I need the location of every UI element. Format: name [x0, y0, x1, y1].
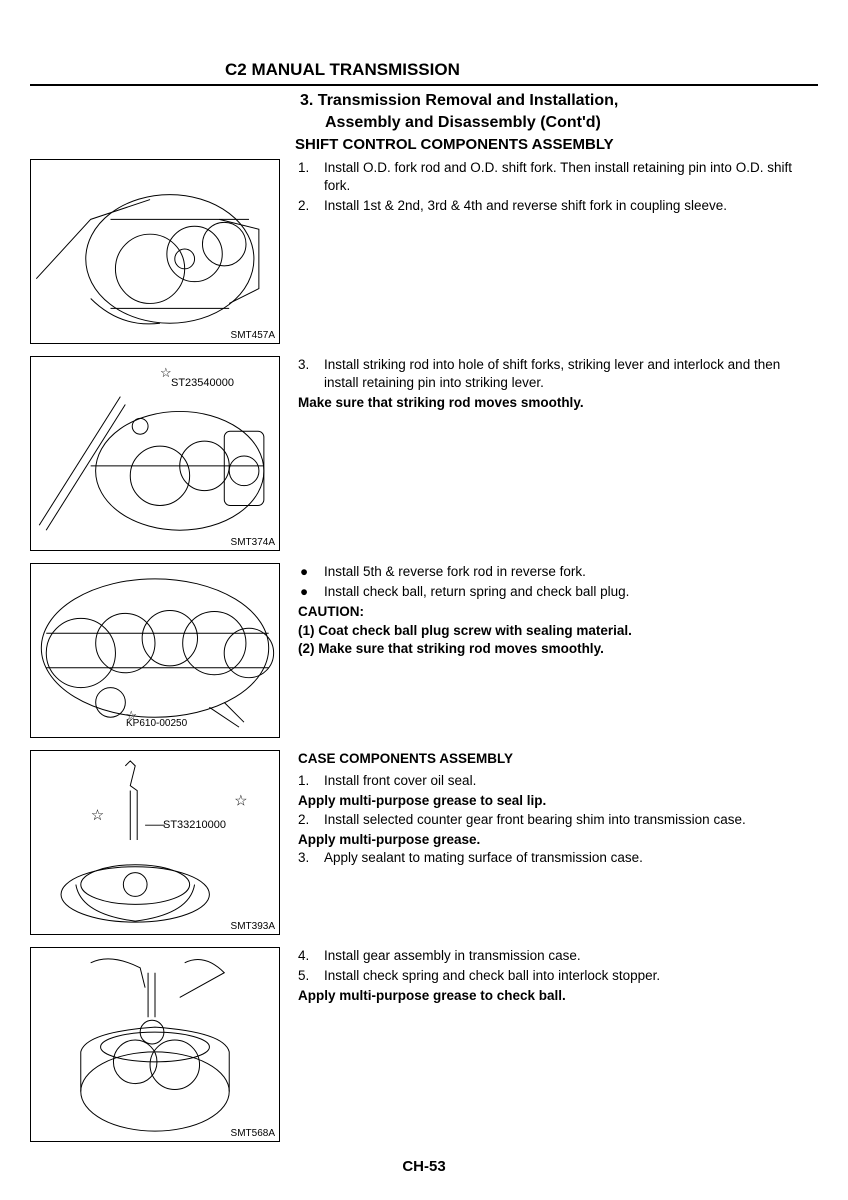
case-step-1-num: 1.: [298, 772, 324, 790]
figure-2-label: SMT374A: [231, 537, 275, 548]
gear-assembly-diagram: ☆: [31, 564, 279, 737]
bullet-2-text: Install check ball, return spring and ch…: [324, 583, 629, 601]
block-4-bold-2: Apply multi-purpose grease.: [298, 831, 818, 849]
page-header: C2 MANUAL TRANSMISSION: [30, 60, 818, 84]
case-step-2-num: 2.: [298, 811, 324, 829]
content-block-2: ☆ ST23540000 SMT374A 3. Install striking…: [30, 356, 818, 551]
figure-5: SMT568A: [30, 947, 280, 1142]
transmission-diagram-1: [31, 160, 279, 343]
section-title-line1: Transmission Removal and Installation,: [318, 92, 619, 109]
bullet-2: ● Install check ball, return spring and …: [298, 583, 818, 601]
case-step-4-num: 4.: [298, 947, 324, 965]
case-step-3-text: Apply sealant to mating surface of trans…: [324, 849, 818, 867]
step-2: 2. Install 1st & 2nd, 3rd & 4th and reve…: [298, 197, 818, 215]
figure-4-tool-label: ST33210000: [163, 819, 226, 831]
step-3: 3. Install striking rod into hole of shi…: [298, 356, 818, 392]
figure-2-tool-label: ST23540000: [171, 377, 234, 389]
case-step-2-text: Install selected counter gear front bear…: [324, 811, 818, 829]
figure-4: ☆ ☆ ST33210000 SMT393A: [30, 750, 280, 935]
block-5-bold: Apply multi-purpose grease to check ball…: [298, 987, 818, 1005]
case-step-4: 4. Install gear assembly in transmission…: [298, 947, 818, 965]
bullet-1: ● Install 5th & reverse fork rod in reve…: [298, 563, 818, 581]
step-1-num: 1.: [298, 159, 324, 195]
section-title-line2: Assembly and Disassembly (Cont'd): [30, 114, 818, 132]
case-step-1: 1. Install front cover oil seal.: [298, 772, 818, 790]
figure-4-label: SMT393A: [231, 921, 275, 932]
bullet-2-mark: ●: [298, 583, 324, 601]
step-3-num: 3.: [298, 356, 324, 392]
svg-text:☆: ☆: [91, 808, 104, 824]
block-5-text: 4. Install gear assembly in transmission…: [298, 947, 818, 1006]
caution-1: (1) Coat check ball plug screw with seal…: [298, 622, 818, 640]
case-step-3-num: 3.: [298, 849, 324, 867]
content-block-5: SMT568A 4. Install gear assembly in tran…: [30, 947, 818, 1142]
step-3-text: Install striking rod into hole of shift …: [324, 356, 818, 392]
subsection-2-heading: CASE COMPONENTS ASSEMBLY: [298, 750, 818, 768]
content-block-3: ☆ KP610-00250 ● Install 5th & reverse fo…: [30, 563, 818, 738]
block-3-text: ● Install 5th & reverse fork rod in reve…: [298, 563, 818, 658]
caution-heading: CAUTION:: [298, 603, 818, 621]
subsection-1-heading: SHIFT CONTROL COMPONENTS ASSEMBLY: [30, 136, 818, 153]
gear-install-diagram: [31, 948, 279, 1141]
figure-3-part-label: KP610-00250: [126, 718, 187, 729]
caution-2: (2) Make sure that striking rod moves sm…: [298, 640, 818, 658]
bullet-1-text: Install 5th & reverse fork rod in revers…: [324, 563, 586, 581]
figure-1: SMT457A: [30, 159, 280, 344]
case-step-5-text: Install check spring and check ball into…: [324, 967, 818, 985]
figure-3: ☆ KP610-00250: [30, 563, 280, 738]
figure-2: ☆ ST23540000 SMT374A: [30, 356, 280, 551]
step-2-num: 2.: [298, 197, 324, 215]
manual-page: C2 MANUAL TRANSMISSION 3. Transmission R…: [0, 0, 848, 1184]
striking-rod-diagram: ☆: [31, 357, 279, 550]
figure-5-label: SMT568A: [231, 1128, 275, 1139]
content-block-4: ☆ ☆ ST33210000 SMT393A CASE COMPONENTS A…: [30, 750, 818, 935]
front-cover-seal-diagram: ☆ ☆: [31, 751, 279, 934]
block-4-bold-1: Apply multi-purpose grease to seal lip.: [298, 792, 818, 810]
block-1-text: 1. Install O.D. fork rod and O.D. shift …: [298, 159, 818, 218]
page-number: CH-53: [0, 1158, 848, 1175]
header-rule: [30, 84, 818, 86]
case-step-4-text: Install gear assembly in transmission ca…: [324, 947, 818, 965]
step-1-text: Install O.D. fork rod and O.D. shift for…: [324, 159, 818, 195]
svg-text:☆: ☆: [234, 793, 247, 809]
case-step-2: 2. Install selected counter gear front b…: [298, 811, 818, 829]
block-4-text: CASE COMPONENTS ASSEMBLY 1. Install fron…: [298, 750, 818, 869]
case-step-1-text: Install front cover oil seal.: [324, 772, 818, 790]
step-1: 1. Install O.D. fork rod and O.D. shift …: [298, 159, 818, 195]
section-number: 3.: [300, 92, 313, 109]
content-block-1: SMT457A 1. Install O.D. fork rod and O.D…: [30, 159, 818, 344]
bullet-1-mark: ●: [298, 563, 324, 581]
case-step-5: 5. Install check spring and check ball i…: [298, 967, 818, 985]
block-2-bold: Make sure that striking rod moves smooth…: [298, 394, 818, 412]
step-2-text: Install 1st & 2nd, 3rd & 4th and reverse…: [324, 197, 818, 215]
block-2-text: 3. Install striking rod into hole of shi…: [298, 356, 818, 413]
figure-1-label: SMT457A: [231, 330, 275, 341]
case-step-5-num: 5.: [298, 967, 324, 985]
svg-text:☆: ☆: [160, 365, 172, 380]
case-step-3: 3. Apply sealant to mating surface of tr…: [298, 849, 818, 867]
section-title: 3. Transmission Removal and Installation…: [30, 92, 818, 110]
